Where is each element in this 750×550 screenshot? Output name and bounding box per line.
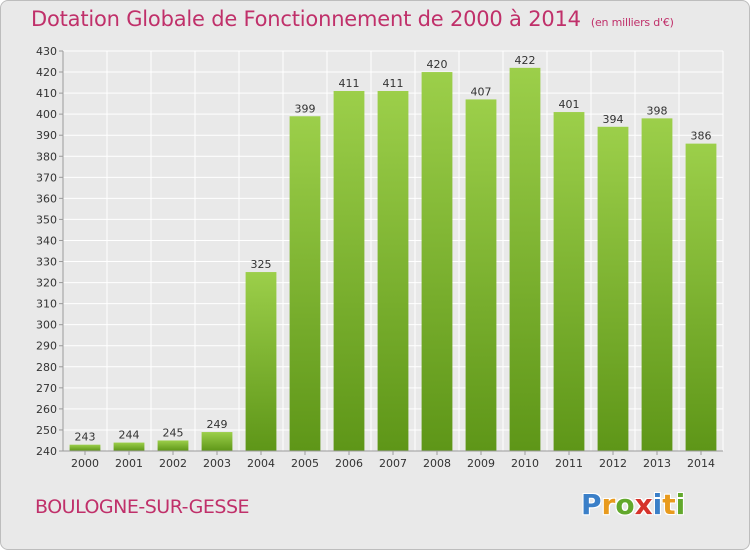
bars [69,67,717,452]
bar-2006 [333,91,365,451]
bar-2012 [597,126,629,451]
y-tick-label: 280 [36,361,57,374]
y-tick-label: 400 [36,108,57,121]
x-tick-label: 2003 [203,457,231,470]
logo-letter: P [581,488,602,521]
axes: 240 250 260 270 280 290 300 310 320 330 340 350 360 3… [36,45,723,470]
chart-title: Dotation Globale de Fonctionnement de 20… [31,7,674,31]
value-label: 401 [559,98,580,111]
value-label: 411 [383,77,404,90]
bar-2002 [157,440,189,451]
y-tick-label: 370 [36,171,57,184]
y-tick-label: 390 [36,129,57,142]
bar-2011 [553,112,585,451]
x-tick-label: 2009 [467,457,495,470]
x-tick-label: 2012 [599,457,627,470]
value-label: 411 [339,77,360,90]
bar-2003 [201,432,233,451]
value-label: 386 [691,130,712,143]
bar-2008 [421,72,453,451]
y-tick-label: 380 [36,150,57,163]
logo-letter: i [675,488,686,521]
value-label: 399 [295,102,316,115]
y-tick-label: 410 [36,87,57,100]
value-label: 407 [471,85,492,98]
value-label: 394 [603,113,624,126]
y-tick-label: 360 [36,192,57,205]
y-tick-label: 340 [36,234,57,247]
y-tick-label: 250 [36,424,57,437]
value-label: 420 [427,58,448,71]
bar-2009 [465,99,497,451]
y-tick-label: 320 [36,277,57,290]
logo-letter: i [652,488,663,521]
x-tick-label: 2013 [643,457,671,470]
bar-2001 [113,442,145,451]
x-tick-label: 2011 [555,457,583,470]
x-tick-label: 2001 [115,457,143,470]
place-name: BOULOGNE-SUR-GESSE [35,496,250,518]
y-tick-label: 330 [36,256,57,269]
bar-2013 [641,118,673,452]
value-label: 422 [515,54,536,67]
bar-2014 [685,143,717,451]
x-tick-label: 2000 [71,457,99,470]
logo-letter: o [615,488,635,521]
y-tick-label: 270 [36,382,57,395]
y-tick-label: 260 [36,403,57,416]
y-tick-label: 350 [36,213,57,226]
bar-2000 [69,444,101,451]
y-tick-label: 290 [36,340,57,353]
bar-2005 [289,116,321,452]
x-tick-label: 2007 [379,457,407,470]
logo-letter: x [634,488,653,521]
x-tick-label: 2006 [335,457,363,470]
x-tick-label: 2008 [423,457,451,470]
y-tick-label: 420 [36,66,57,79]
x-tick-label: 2002 [159,457,187,470]
value-label: 245 [163,426,184,439]
x-tick-label: 2004 [247,457,275,470]
bar-2004 [245,272,277,451]
x-tick-label: 2005 [291,457,319,470]
value-label: 243 [75,431,96,444]
y-tick-label: 430 [36,45,57,58]
value-label: 325 [251,258,272,271]
x-tick-label: 2014 [687,457,715,470]
logo-letter: t [662,488,676,521]
proxiti-logo: Proxiti [581,488,685,521]
bar-2007 [377,91,409,451]
y-tick-label: 300 [36,319,57,332]
value-labels: 243 244 245 249 325 399 411 411 420 407 422 401 394 3… [75,54,712,444]
chart-title-text: Dotation Globale de Fonctionnement de 20… [31,7,581,31]
chart-unit: (en milliers d'€) [590,16,674,29]
y-tick-label: 240 [36,445,57,458]
value-label: 244 [119,429,140,442]
value-label: 398 [647,104,668,117]
logo-letter: r [601,488,616,521]
bar-2010 [509,67,541,451]
value-label: 249 [207,418,228,431]
y-tick-label: 310 [36,298,57,311]
x-tick-label: 2010 [511,457,539,470]
